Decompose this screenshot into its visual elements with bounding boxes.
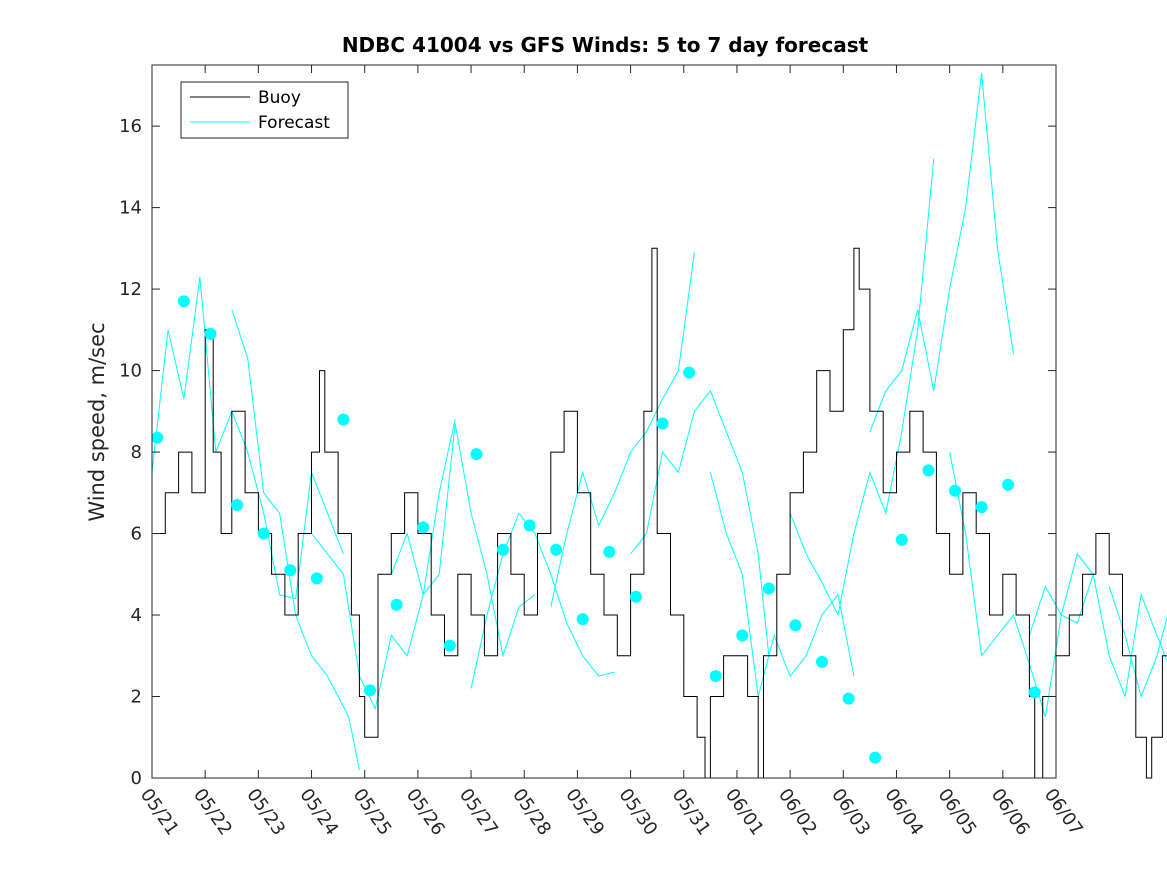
forecast-marker [1002,478,1015,491]
forecast-marker [231,499,244,511]
forecast-marker [816,655,828,668]
forecast-line [390,423,536,658]
forecast-marker [603,545,616,558]
data-layer [151,73,1167,779]
forecast-marker [709,670,722,683]
forecast-marker [417,521,430,534]
y-tick-label: 4 [131,605,142,626]
forecast-line [789,158,935,617]
forecast-marker [204,327,217,340]
y-tick-label: 8 [131,442,142,463]
forecast-marker [895,533,908,546]
forecast-marker [497,543,509,556]
forecast-marker [683,366,696,379]
forecast-line [550,252,695,608]
forecast-marker [523,519,536,532]
forecast-marker [364,684,376,697]
legend-buoy-label: Buoy [258,88,301,108]
y-axis-label: Wind speed, m/sec [85,322,109,521]
forecast-marker [656,417,669,430]
forecast-marker [576,613,589,626]
y-tick-label: 10 [119,361,142,382]
chart-title: NDBC 41004 vs GFS Winds: 5 to 7 day fore… [342,33,869,57]
y-tick-label: 2 [131,687,142,708]
forecast-line [470,512,615,689]
forecast-line [1108,586,1167,699]
forecast-marker [629,590,642,603]
forecast-marker [151,431,164,444]
forecast-marker [257,527,270,540]
plot-area [152,65,1056,778]
forecast-marker [922,464,935,477]
forecast-marker [869,751,882,764]
forecast-marker [443,639,456,652]
forecast-marker [337,413,350,426]
y-tick-label: 16 [119,116,142,137]
forecast-marker [789,619,802,632]
forecast-marker [550,543,563,556]
forecast-marker [975,501,988,514]
forecast-line [1028,572,1167,699]
forecast-marker [470,448,483,461]
y-tick-label: 0 [131,768,142,789]
y-tick-label: 14 [119,198,142,219]
y-tick-label: 12 [119,279,142,300]
forecast-marker [177,295,190,308]
legend-box [180,81,349,139]
forecast-marker [1028,686,1041,699]
forecast-line [231,309,360,770]
legend-forecast-label: Forecast [258,113,330,133]
plot-frame [151,64,1057,779]
forecast-marker [736,629,749,642]
y-tick-label: 6 [131,524,142,545]
legend: Buoy Forecast [180,81,349,139]
forecast-marker [390,598,403,611]
forecast-line [949,452,1094,718]
forecast-marker [762,582,775,595]
buoy-line [152,247,1167,779]
forecast-marker [842,692,855,705]
forecast-marker [310,572,323,585]
forecast-marker [284,564,297,577]
y-axis: 0 2 4 6 8 10 12 14 16 [119,116,1056,789]
forecast-line [630,389,770,656]
forecast-marker [949,484,961,497]
forecast-line [709,472,855,697]
forecast-line [869,73,1014,432]
